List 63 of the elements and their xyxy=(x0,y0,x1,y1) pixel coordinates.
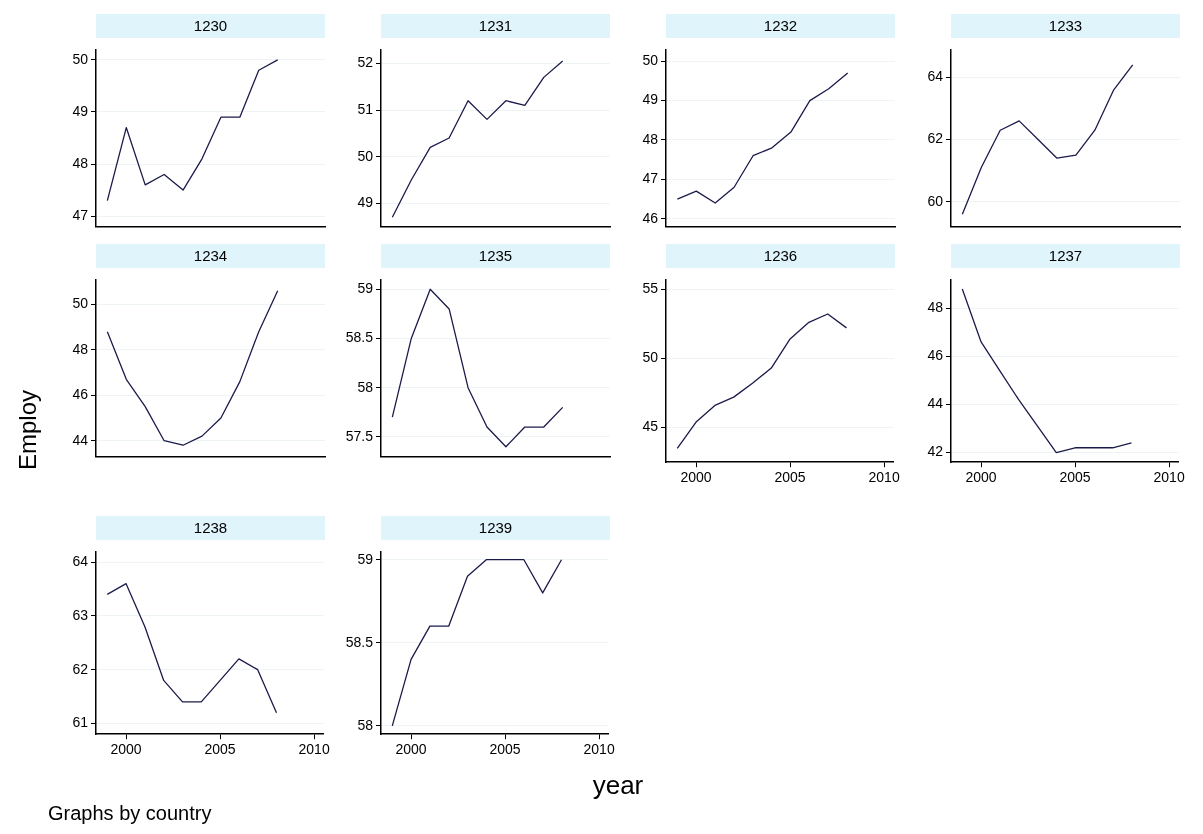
chart-title: 1230 xyxy=(96,14,325,38)
y-tick-label: 50 xyxy=(357,147,374,164)
y-tick-label: 64 xyxy=(72,553,89,570)
chart-title: 1234 xyxy=(96,244,325,268)
y-tick-label: 49 xyxy=(357,194,374,211)
y-tick-label: 48 xyxy=(642,130,659,147)
y-tick-label: 46 xyxy=(72,386,89,403)
y-tick-label: 59 xyxy=(357,280,374,297)
y-tick-label: 50 xyxy=(72,50,89,67)
x-tick-label: 2005 xyxy=(774,469,806,486)
x-tick-label: 2005 xyxy=(204,741,236,758)
y-tick-label: 59 xyxy=(357,550,374,567)
y-tick-label: 50 xyxy=(642,349,659,366)
y-tick-label: 51 xyxy=(357,100,374,117)
y-tick-label: 44 xyxy=(72,431,89,448)
y-tick-label: 46 xyxy=(642,209,659,226)
y-tick-label: 50 xyxy=(642,52,659,69)
x-tick-label: 2005 xyxy=(1059,469,1091,486)
x-tick-label: 2000 xyxy=(395,741,427,758)
x-tick-label: 2010 xyxy=(868,469,900,486)
y-axis-title: Employ xyxy=(14,389,42,472)
y-tick-label: 49 xyxy=(642,91,659,108)
y-tick-label: 47 xyxy=(72,207,89,224)
x-tick-label: 2000 xyxy=(110,741,142,758)
y-tick-label: 42 xyxy=(927,443,944,460)
y-tick-label: 48 xyxy=(927,299,944,316)
x-tick-label: 2010 xyxy=(298,741,330,758)
y-tick-label: 62 xyxy=(72,660,89,677)
y-tick-label: 58.5 xyxy=(345,329,374,346)
y-tick-label: 62 xyxy=(927,130,944,147)
x-tick-label: 2000 xyxy=(965,469,997,486)
chart-title: 1232 xyxy=(666,14,895,38)
x-tick-label: 2000 xyxy=(680,469,712,486)
x-tick-label: 2010 xyxy=(583,741,615,758)
y-tick-label: 52 xyxy=(357,54,374,71)
y-tick-label: 58 xyxy=(357,716,374,733)
y-tick-label: 63 xyxy=(72,606,89,623)
chart-title: 1238 xyxy=(96,516,325,540)
y-tick-label: 61 xyxy=(72,714,89,731)
chart-title: 1239 xyxy=(381,516,610,540)
x-tick-label: 2010 xyxy=(1153,469,1185,486)
chart-title: 1236 xyxy=(666,244,895,268)
y-tick-label: 55 xyxy=(642,279,659,296)
y-tick-label: 49 xyxy=(72,102,89,119)
chart-title: 1237 xyxy=(951,244,1180,268)
text: Graphs by country xyxy=(48,802,212,825)
y-tick-label: 50 xyxy=(72,295,89,312)
y-tick-label: 44 xyxy=(927,395,944,412)
y-tick-label: 48 xyxy=(72,340,89,357)
y-tick-label: 48 xyxy=(72,154,89,171)
y-tick-label: 45 xyxy=(642,418,659,435)
y-tick-label: 58 xyxy=(357,378,374,395)
y-tick-label: 46 xyxy=(927,347,944,364)
x-tick-label: 2005 xyxy=(489,741,521,758)
y-tick-label: 60 xyxy=(927,192,944,209)
y-tick-label: 47 xyxy=(642,170,659,187)
y-tick-label: 64 xyxy=(927,68,944,85)
x-axis-title: year xyxy=(591,770,645,801)
y-tick-label: 57.5 xyxy=(345,427,374,444)
chart-title: 1233 xyxy=(951,14,1180,38)
chart-title: 1231 xyxy=(381,14,610,38)
y-tick-label: 58.5 xyxy=(345,633,374,650)
chart-title: 1235 xyxy=(381,244,610,268)
